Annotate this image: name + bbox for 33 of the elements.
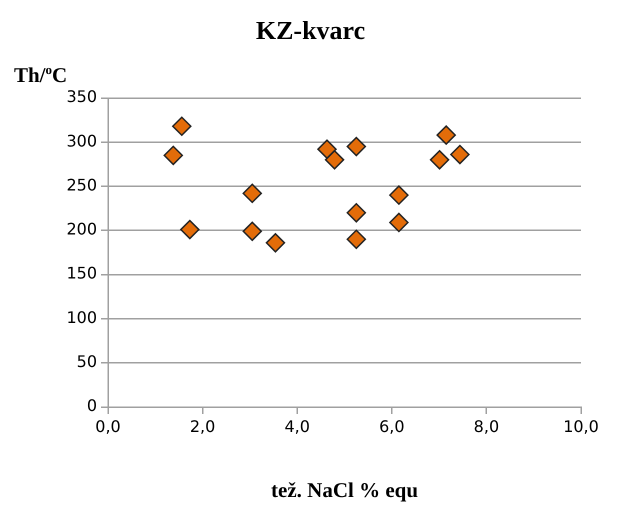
point: [389, 185, 409, 205]
x-tick-label: 10,0: [563, 416, 599, 436]
x-tick-label: 8,0: [474, 416, 500, 436]
y-axis-title: Th/$^{o}$C: [14, 62, 68, 88]
point: [266, 233, 286, 253]
point: [242, 222, 262, 242]
y-tick-label: 200: [66, 220, 97, 239]
point: [324, 150, 344, 170]
y-tick-label: 100: [66, 308, 97, 327]
x-tick-label: 0,0: [95, 416, 121, 436]
y-tick-label: 0: [86, 396, 97, 416]
point: [346, 230, 366, 250]
point: [172, 116, 192, 136]
point: [180, 220, 200, 240]
y-tick-label: 300: [66, 131, 97, 150]
x-axis-title: tež. NaCl % equ: [271, 478, 418, 502]
chart-title: KZ-kvarc: [254, 16, 366, 46]
x-tick-label: 4,0: [284, 416, 310, 436]
point: [450, 144, 470, 164]
point: [317, 139, 337, 159]
y-tick-label: 350: [66, 87, 97, 106]
point: [346, 203, 366, 223]
point: [430, 150, 450, 170]
x-tick-label: 6,0: [379, 416, 405, 436]
point: [242, 184, 262, 204]
y-tick-label: 150: [66, 264, 97, 283]
point: [389, 212, 409, 232]
y-tick-label: 50: [76, 352, 97, 372]
point: [164, 146, 184, 166]
point: [346, 136, 366, 156]
x-tick-label: 2,0: [190, 416, 216, 436]
point: [436, 125, 456, 145]
y-tick-label: 250: [66, 175, 97, 194]
